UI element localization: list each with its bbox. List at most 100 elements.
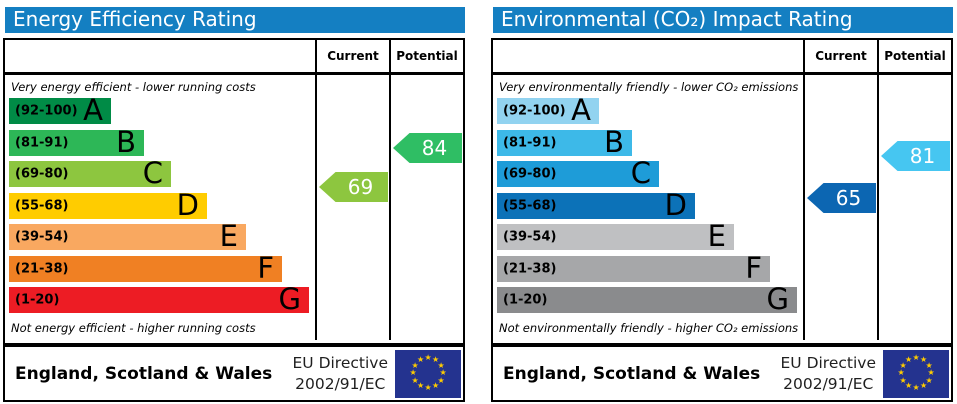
band-c: (69-80) C — [9, 156, 171, 191]
flag-star: ★ — [912, 383, 920, 392]
flag-star: ★ — [927, 368, 935, 377]
band-b: (81-91) B — [497, 124, 632, 159]
top-note: Very environmentally friendly - lower CO… — [499, 80, 799, 94]
flag-star: ★ — [417, 381, 425, 390]
flag-star: ★ — [925, 375, 933, 385]
band-g: (1-20) G — [9, 282, 309, 317]
current-column-header: Current — [315, 40, 389, 72]
eu-directive-line1: EU Directive — [780, 354, 877, 373]
flag-star: ★ — [920, 355, 928, 364]
flag-star: ★ — [424, 353, 432, 362]
band-range-label: (21-38) — [503, 261, 557, 276]
top-note: Very energy efficient - lower running co… — [11, 80, 256, 94]
eu-directive-line2: 2002/91/EC — [295, 374, 386, 393]
flag-star: ★ — [912, 353, 920, 362]
band-e: (39-54) E — [9, 219, 246, 254]
band-range-label: (81-91) — [503, 135, 557, 150]
energy-efficiency-panel: Energy Efficiency Rating Current Potenti… — [3, 0, 465, 404]
band-letter: D — [176, 187, 199, 222]
bottom-note: Not energy efficient - higher running co… — [11, 321, 256, 335]
band-letter: F — [257, 250, 274, 285]
band-letter: C — [142, 156, 163, 191]
flag-star: ★ — [432, 381, 440, 390]
potential-value-cell: 84 — [389, 75, 463, 340]
band-g: (1-20) G — [497, 282, 797, 317]
band-letter: G — [278, 282, 301, 317]
potential-column-header: Potential — [877, 40, 951, 72]
eu-flag-icon: ★ ★ ★ ★ ★ ★ ★ ★ ★ ★ ★ ★ — [395, 349, 461, 398]
rating-table: Current Potential Very energy efficient … — [3, 38, 465, 345]
flag-star: ★ — [925, 360, 933, 370]
bottom-note: Not environmentally friendly - higher CO… — [499, 321, 799, 335]
band-a: (92-100) A — [9, 93, 111, 128]
band-range-label: (55-68) — [15, 198, 69, 213]
flag-star: ★ — [905, 355, 913, 364]
band-range-label: (21-38) — [15, 261, 69, 276]
flag-star: ★ — [897, 368, 905, 377]
eu-flag-icon: ★ ★ ★ ★ ★ ★ ★ ★ ★ ★ ★ ★ — [883, 349, 949, 398]
eu-directive-line1: EU Directive — [292, 354, 389, 373]
panel-title: Environmental (CO₂) Impact Rating — [493, 7, 953, 33]
table-body-row: Very environmentally friendly - lower CO… — [493, 75, 951, 340]
flag-star: ★ — [905, 381, 913, 390]
header-spacer-cell — [5, 40, 315, 72]
flag-star: ★ — [437, 360, 445, 370]
band-letter: G — [766, 282, 789, 317]
band-f: (21-38) F — [9, 250, 282, 285]
flag-star: ★ — [432, 355, 440, 364]
environmental-impact-panel: Environmental (CO₂) Impact Rating Curren… — [491, 0, 953, 404]
band-letter: B — [116, 124, 136, 159]
potential-rating-arrow: 84 — [393, 133, 462, 163]
band-range-label: (55-68) — [503, 198, 557, 213]
band-letter: D — [664, 187, 687, 222]
panel-title: Energy Efficiency Rating — [5, 7, 465, 33]
potential-column-header: Potential — [389, 40, 463, 72]
eu-directive-label: EU Directive 2002/91/EC — [293, 353, 389, 394]
band-letter: B — [604, 124, 624, 159]
region-label: England, Scotland & Wales — [15, 363, 273, 384]
flag-star: ★ — [899, 375, 907, 385]
band-e: (39-54) E — [497, 219, 734, 254]
band-letter: C — [630, 156, 651, 191]
band-a: (92-100) A — [497, 93, 599, 128]
flag-star: ★ — [417, 355, 425, 364]
current-rating-arrow: 69 — [319, 172, 388, 202]
band-letter: E — [219, 219, 238, 254]
eu-directive-line2: 2002/91/EC — [783, 374, 874, 393]
panel-footer: England, Scotland & Wales EU Directive 2… — [3, 345, 465, 402]
band-ladder: (92-100) A (81-91) B (69-80) C (55-68) D (39-54)… — [497, 93, 797, 319]
band-d: (55-68) D — [9, 187, 207, 222]
band-range-label: (39-54) — [15, 229, 69, 245]
band-range-label: (1-20) — [503, 292, 548, 308]
rating-table: Current Potential Very environmentally f… — [491, 38, 953, 345]
current-column-header: Current — [803, 40, 877, 72]
band-ladder-cell: Very energy efficient - lower running co… — [5, 75, 315, 340]
band-range-label: (69-80) — [15, 166, 69, 182]
eu-directive-label: EU Directive 2002/91/EC — [781, 353, 877, 394]
potential-rating-arrow: 81 — [881, 141, 950, 171]
current-rating-arrow: 65 — [807, 183, 876, 213]
band-letter: A — [83, 93, 103, 128]
table-header-row: Current Potential — [493, 40, 951, 75]
flag-star: ★ — [409, 368, 417, 377]
band-letter: E — [707, 219, 726, 254]
panel-footer: England, Scotland & Wales EU Directive 2… — [491, 345, 953, 402]
flag-star: ★ — [439, 368, 447, 377]
flag-star: ★ — [411, 360, 419, 370]
band-range-label: (1-20) — [15, 292, 60, 308]
header-spacer-cell — [493, 40, 803, 72]
band-range-label: (81-91) — [15, 135, 69, 150]
current-value-cell: 69 — [315, 75, 389, 340]
band-range-label: (69-80) — [503, 166, 557, 182]
flag-star: ★ — [424, 383, 432, 392]
flag-star: ★ — [411, 375, 419, 385]
band-ladder: (92-100) A (81-91) B (69-80) C (55-68) D (39-54)… — [9, 93, 309, 319]
band-f: (21-38) F — [497, 253, 770, 282]
band-letter: A — [571, 93, 591, 128]
table-body-row: Very energy efficient - lower running co… — [5, 75, 463, 340]
band-c: (69-80) C — [497, 156, 659, 191]
flag-star: ★ — [437, 375, 445, 385]
band-d: (55-68) D — [497, 187, 695, 222]
band-range-label: (39-54) — [503, 229, 557, 245]
